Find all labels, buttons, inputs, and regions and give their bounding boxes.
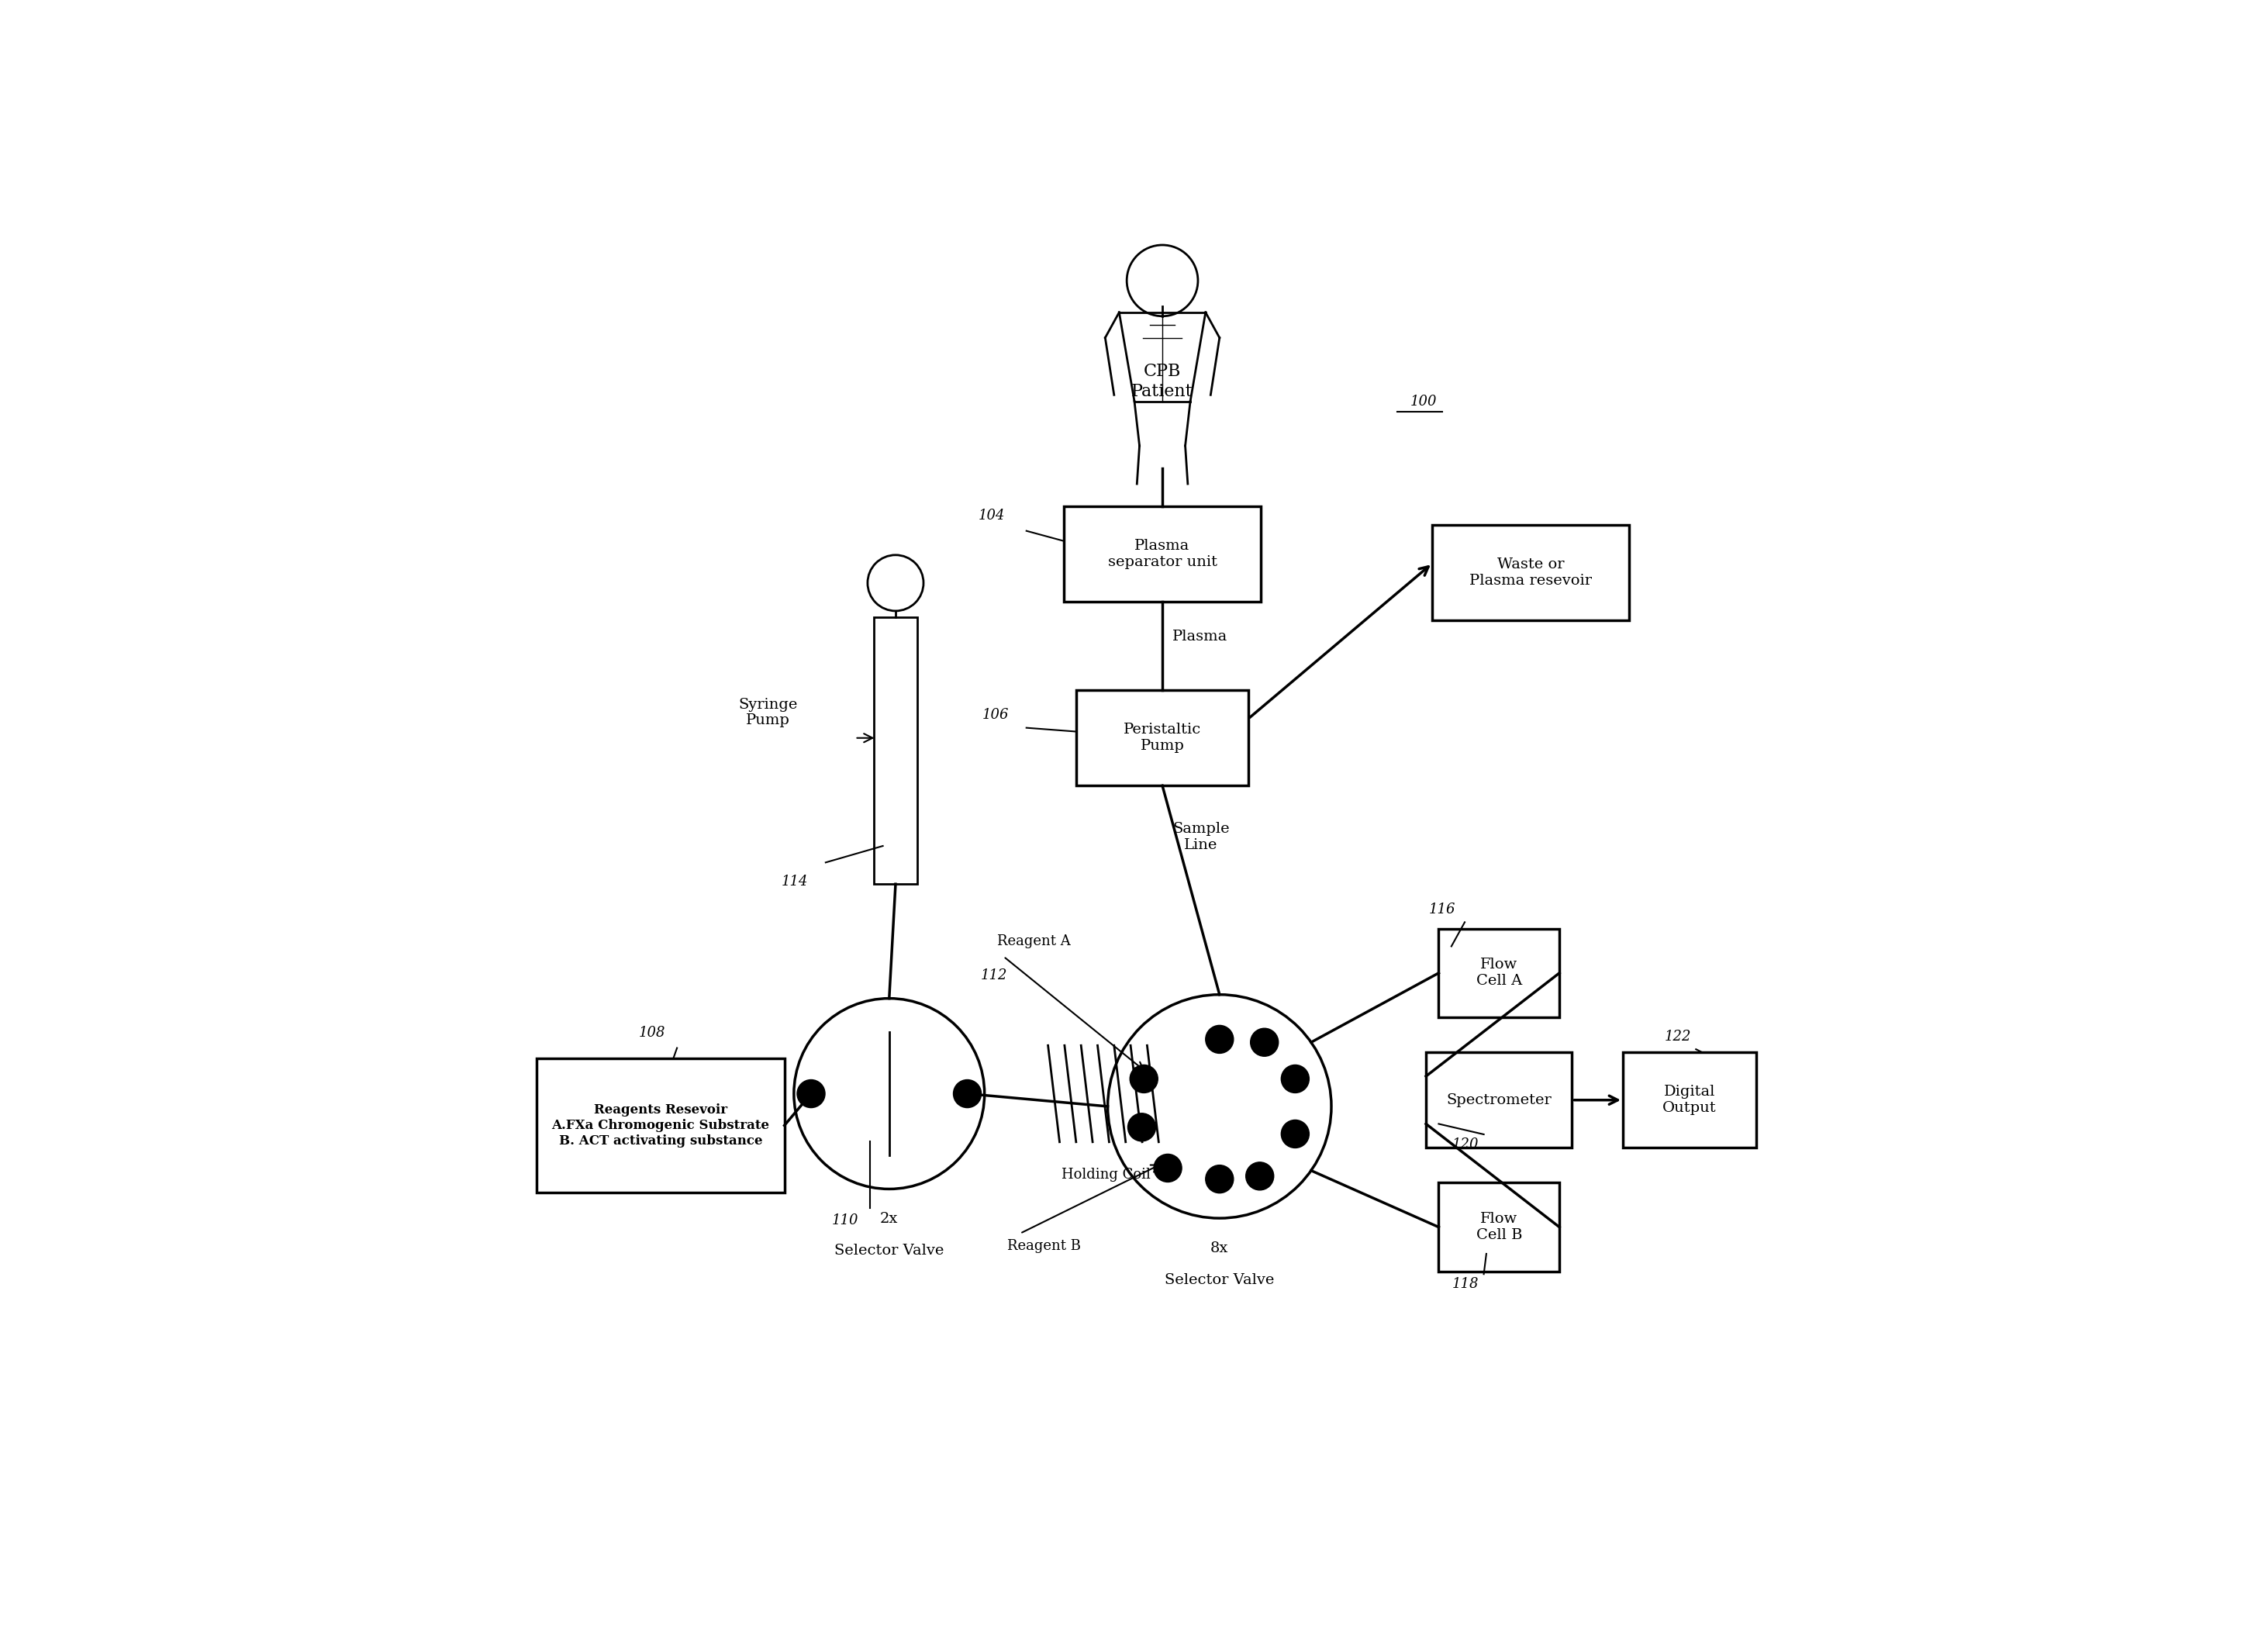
Circle shape	[1281, 1064, 1309, 1092]
Circle shape	[1207, 1025, 1234, 1053]
Text: 118: 118	[1452, 1277, 1479, 1292]
Bar	[1438, 929, 1560, 1018]
Text: Reagents Resevoir
A.FXa Chromogenic Substrate
B. ACT activating substance: Reagents Resevoir A.FXa Chromogenic Subs…	[551, 1104, 769, 1147]
Bar	[1064, 507, 1261, 601]
Circle shape	[1245, 1162, 1275, 1190]
Text: Plasma: Plasma	[1173, 629, 1227, 644]
Text: Holding Coil: Holding Coil	[1061, 1168, 1150, 1181]
Text: 116: 116	[1429, 903, 1456, 916]
Text: Digital
Output: Digital Output	[1662, 1086, 1717, 1115]
Text: Syringe
Pump: Syringe Pump	[739, 698, 798, 728]
Circle shape	[1129, 1064, 1159, 1092]
Text: CPB
Patient: CPB Patient	[1132, 363, 1193, 399]
Bar	[1438, 1183, 1560, 1272]
Circle shape	[796, 1079, 826, 1107]
Text: Reagent B: Reagent B	[1007, 1239, 1082, 1252]
Text: 100: 100	[1411, 394, 1438, 408]
Circle shape	[1207, 1165, 1234, 1193]
Text: 8x: 8x	[1211, 1241, 1229, 1256]
Text: 104: 104	[978, 508, 1005, 523]
Text: 112: 112	[980, 969, 1007, 982]
Bar	[873, 617, 916, 884]
Circle shape	[1154, 1153, 1182, 1181]
Text: 108: 108	[640, 1026, 665, 1040]
Bar	[538, 1059, 785, 1193]
Text: 120: 120	[1452, 1137, 1479, 1152]
Circle shape	[1127, 1114, 1157, 1142]
Bar	[1077, 690, 1247, 785]
Text: 2x: 2x	[880, 1211, 898, 1226]
Circle shape	[953, 1079, 982, 1107]
Text: Peristaltic
Pump: Peristaltic Pump	[1123, 723, 1202, 752]
Text: Selector Valve: Selector Valve	[835, 1244, 943, 1257]
Text: Sample
Line: Sample Line	[1173, 822, 1229, 851]
Circle shape	[1250, 1028, 1279, 1056]
Text: Reagent A: Reagent A	[998, 934, 1070, 949]
Text: Selector Valve: Selector Valve	[1166, 1272, 1275, 1287]
Bar	[1433, 525, 1628, 620]
Text: Waste or
Plasma resevoir: Waste or Plasma resevoir	[1470, 558, 1592, 587]
Text: 106: 106	[982, 708, 1009, 723]
Text: Flow
Cell A: Flow Cell A	[1476, 959, 1522, 988]
Text: Spectrometer: Spectrometer	[1447, 1092, 1551, 1107]
Text: Flow
Cell B: Flow Cell B	[1476, 1213, 1522, 1242]
Text: Plasma
separator unit: Plasma separator unit	[1107, 538, 1218, 569]
Text: 110: 110	[832, 1214, 860, 1228]
Bar	[1427, 1053, 1572, 1148]
Text: 122: 122	[1665, 1030, 1692, 1043]
Circle shape	[1281, 1120, 1309, 1148]
Bar	[1624, 1053, 1755, 1148]
Text: 114: 114	[780, 875, 807, 888]
